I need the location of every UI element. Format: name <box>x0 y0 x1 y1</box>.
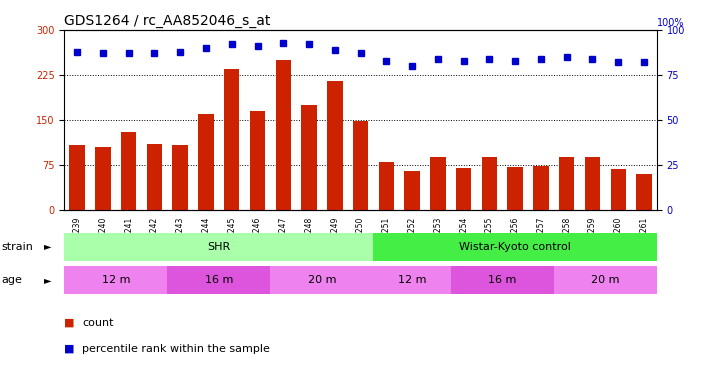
Text: 100%: 100% <box>657 18 685 28</box>
Bar <box>636 174 652 210</box>
Bar <box>585 157 600 210</box>
Bar <box>64 232 373 261</box>
Bar <box>353 121 368 210</box>
Bar <box>64 266 167 294</box>
Text: strain: strain <box>1 242 34 252</box>
Text: 12 m: 12 m <box>398 275 426 285</box>
Bar <box>610 169 626 210</box>
Bar <box>146 144 162 210</box>
Text: GDS1264 / rc_AA852046_s_at: GDS1264 / rc_AA852046_s_at <box>64 13 271 28</box>
Bar <box>301 105 317 210</box>
Text: count: count <box>82 318 114 327</box>
Bar <box>69 145 85 210</box>
Bar <box>559 157 575 210</box>
Bar <box>167 266 271 294</box>
Bar <box>430 157 446 210</box>
Text: 16 m: 16 m <box>205 275 233 285</box>
Text: ►: ► <box>44 275 52 285</box>
Bar <box>404 171 420 210</box>
Bar <box>373 266 451 294</box>
Text: 20 m: 20 m <box>591 275 620 285</box>
Text: 20 m: 20 m <box>308 275 336 285</box>
Bar <box>482 157 497 210</box>
Text: ■: ■ <box>64 344 75 354</box>
Bar <box>378 162 394 210</box>
Bar <box>121 132 136 210</box>
Text: age: age <box>1 275 22 285</box>
Bar <box>276 60 291 210</box>
Bar <box>456 168 471 210</box>
Text: 16 m: 16 m <box>488 275 516 285</box>
Text: 12 m: 12 m <box>101 275 130 285</box>
Bar <box>451 266 554 294</box>
Bar <box>250 111 265 210</box>
Text: SHR: SHR <box>207 242 231 252</box>
Bar <box>508 167 523 210</box>
Bar <box>224 69 239 210</box>
Bar <box>173 145 188 210</box>
Bar <box>327 81 343 210</box>
Text: ►: ► <box>44 242 52 252</box>
Text: Wistar-Kyoto control: Wistar-Kyoto control <box>459 242 571 252</box>
Bar <box>533 166 548 210</box>
Bar <box>198 114 213 210</box>
Text: percentile rank within the sample: percentile rank within the sample <box>82 344 270 354</box>
Bar <box>271 266 373 294</box>
Bar <box>95 147 111 210</box>
Text: ■: ■ <box>64 318 75 327</box>
Bar <box>373 232 657 261</box>
Bar <box>554 266 657 294</box>
